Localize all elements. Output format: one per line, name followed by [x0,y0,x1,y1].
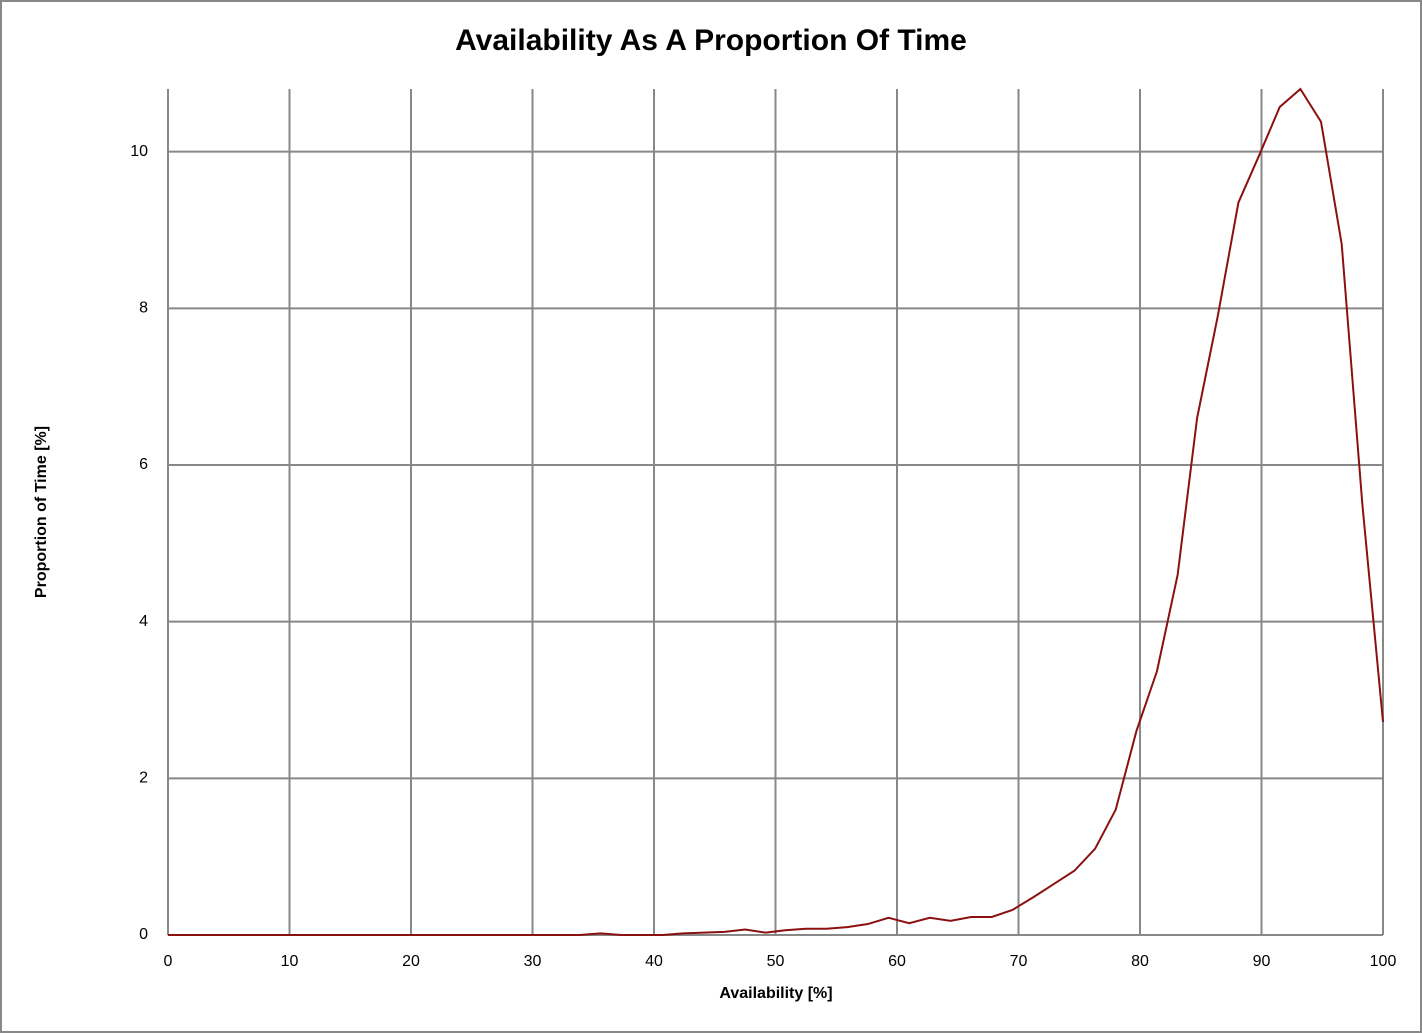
y-tick-label: 8 [139,300,148,317]
x-tick-label: 70 [1010,953,1028,970]
data-line [168,87,1384,936]
y-tick-label: 2 [139,770,148,787]
x-axis-label: Availability [%] [719,985,832,1002]
x-tick-label: 50 [767,953,785,970]
x-tick-label: 100 [1370,953,1397,970]
y-axis-label: Proportion of Time [%] [33,426,50,598]
y-tick-label: 0 [139,926,148,943]
x-tick-label: 30 [524,953,542,970]
x-tick-label: 60 [888,953,906,970]
x-tick-label: 10 [281,953,299,970]
x-tick-label: 20 [402,953,420,970]
x-tick-label: 80 [1131,953,1149,970]
x-tick-label: 90 [1253,953,1271,970]
chart-title: Availability As A Proportion Of Time [455,24,967,57]
y-tick-label: 4 [139,613,148,630]
y-tick-label: 6 [139,456,148,473]
y-tick-label: 10 [130,143,148,160]
x-tick-label: 0 [164,953,173,970]
x-tick-label: 40 [645,953,663,970]
